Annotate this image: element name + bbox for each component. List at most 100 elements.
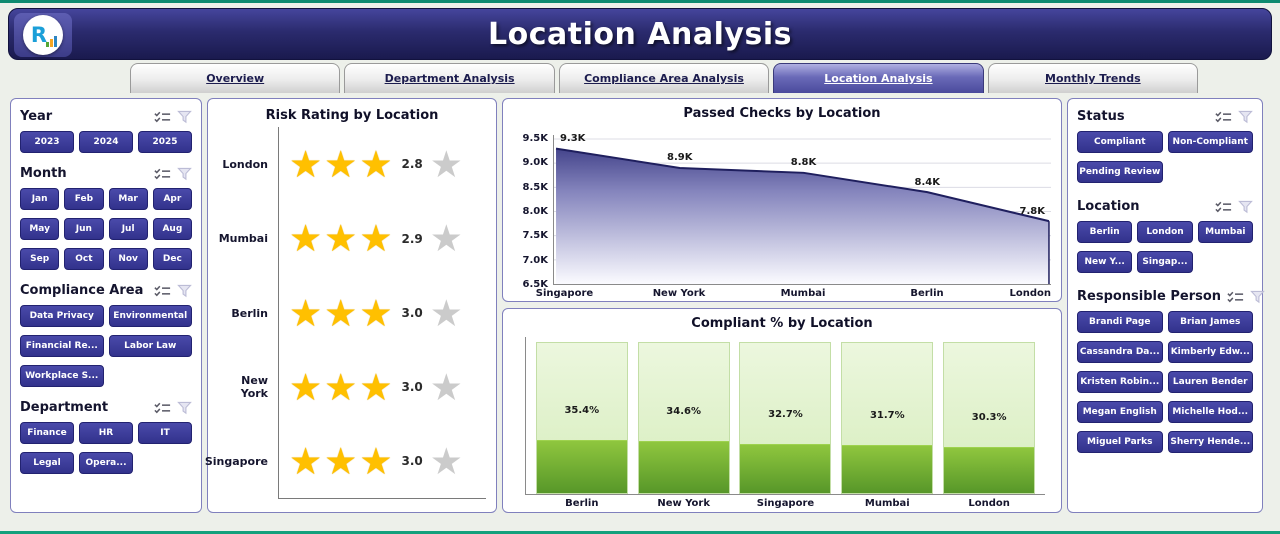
y-axis-labels: 9.5K 9.0K 8.5K 8.0K 7.5K 7.0K 6.5K (513, 133, 553, 290)
filter-button-jul[interactable]: Jul (108, 218, 148, 240)
tab-location-analysis[interactable]: Location Analysis (773, 63, 984, 93)
filter-button-it[interactable]: IT (138, 422, 192, 444)
filter-button-financial-re[interactable]: Financial Re... (20, 335, 104, 357)
filter-button-mumbai[interactable]: Mumbai (1197, 221, 1253, 243)
filter-button-oct[interactable]: Oct (64, 248, 104, 270)
star-icons-filled: ★★★ (289, 142, 395, 186)
filter-button-nov[interactable]: Nov (108, 248, 148, 270)
clear-filter-funnel-icon[interactable] (177, 167, 192, 181)
bar-fill (740, 443, 831, 493)
filter-buttons: Berlin London Mumbai New Y... Singap... (1077, 221, 1253, 273)
filter-button-singap[interactable]: Singap... (1137, 251, 1193, 273)
filter-button-cassandra-da[interactable]: Cassandra Da... (1077, 341, 1163, 363)
filter-button-environmental[interactable]: Environmental (108, 305, 192, 327)
bar-track: 30.3% (943, 341, 1036, 494)
filter-button-apr[interactable]: Apr (152, 188, 192, 210)
tab-label: Location Analysis (824, 72, 933, 85)
tab-department-analysis[interactable]: Department Analysis (344, 63, 555, 93)
filter-button-sep[interactable]: Sep (20, 248, 60, 270)
clear-filter-funnel-icon[interactable] (1238, 200, 1253, 214)
filter-group-department: Department Finance HR IT Legal Opera... (20, 400, 192, 474)
rating-row: Singapore ★★★ 3.0 ★ (205, 424, 486, 500)
rating-value: 2.8 (401, 157, 423, 172)
filter-button-pending-review[interactable]: Pending Review (1077, 161, 1163, 183)
filter-button-legal[interactable]: Legal (20, 452, 74, 474)
filter-button-data-privacy[interactable]: Data Privacy (20, 305, 104, 327)
filter-group-status: Status Compliant Non-Compliant Pending Revi… (1077, 109, 1253, 183)
star-icons-filled: ★★★ (289, 365, 395, 409)
bar-fill (944, 447, 1035, 493)
rating-row: London ★★★ 2.8 ★ (218, 127, 486, 202)
multi-select-icon[interactable] (153, 401, 172, 415)
clear-filter-funnel-icon[interactable] (1250, 290, 1265, 304)
filter-button-brandi-page[interactable]: Brandi Page (1077, 311, 1163, 333)
filter-button-opera[interactable]: Opera... (79, 452, 133, 474)
filter-button-compliant[interactable]: Compliant (1077, 131, 1163, 153)
rating-stars: ★★★ 2.9 ★ (278, 201, 486, 276)
multi-select-icon[interactable] (153, 167, 172, 181)
star-icon-empty: ★ (429, 142, 465, 186)
filter-group-header: Compliance Area (20, 283, 192, 298)
multi-select-icon[interactable] (153, 284, 172, 298)
filter-button-workplace-s[interactable]: Workplace S... (20, 365, 104, 387)
y-tick-label: 8.0K (522, 206, 548, 217)
clear-filter-funnel-icon[interactable] (177, 110, 192, 124)
passed-checks-title: Passed Checks by Location (683, 106, 881, 121)
tab-monthly-trends[interactable]: Monthly Trends (987, 63, 1199, 93)
multi-select-icon[interactable] (1214, 110, 1233, 124)
filter-button-may[interactable]: May (20, 218, 60, 240)
filter-button-berlin[interactable]: Berlin (1077, 221, 1133, 243)
filter-button-london[interactable]: London (1137, 221, 1193, 243)
rating-value: 3.0 (401, 380, 423, 395)
multi-select-icon[interactable] (1214, 200, 1233, 214)
filter-group-header: Month (20, 166, 192, 181)
filter-group-title: Compliance Area (20, 283, 144, 298)
filter-buttons: Data Privacy Environmental Financial Re...… (20, 305, 192, 387)
filter-button-2025[interactable]: 2025 (138, 131, 192, 153)
risk-rating-title: Risk Rating by Location (265, 108, 439, 123)
filter-button-brian-james[interactable]: Brian James (1167, 311, 1253, 333)
x-category-label: Mumbai (780, 288, 826, 299)
filter-button-non-compliant[interactable]: Non-Compliant (1167, 131, 1253, 153)
multi-select-icon[interactable] (153, 110, 172, 124)
filter-button-jan[interactable]: Jan (20, 188, 60, 210)
bar-value-label: 31.7% (869, 410, 905, 422)
multi-select-icon[interactable] (1226, 290, 1245, 304)
rating-value: 3.0 (401, 454, 423, 469)
filter-button-hr[interactable]: HR (79, 422, 133, 444)
filter-button-sherry-hende[interactable]: Sherry Hende... (1167, 431, 1253, 453)
tab-overview[interactable]: Overview (130, 63, 341, 93)
filter-group-title: Location (1077, 199, 1140, 214)
filter-buttons: Finance HR IT Legal Opera... (20, 422, 192, 474)
filter-button-lauren-bender[interactable]: Lauren Bender (1167, 371, 1253, 393)
filter-button-megan-english[interactable]: Megan English (1077, 401, 1163, 423)
filter-group-header: Department (20, 400, 192, 415)
bar-category-label: New York (657, 498, 710, 509)
filter-button-2024[interactable]: 2024 (79, 131, 133, 153)
clear-filter-funnel-icon[interactable] (177, 284, 192, 298)
bar-track: 31.7% (841, 341, 934, 494)
filter-button-feb[interactable]: Feb (64, 188, 104, 210)
filter-button-jun[interactable]: Jun (64, 218, 104, 240)
filter-button-finance[interactable]: Finance (20, 422, 74, 444)
rating-value: 3.0 (401, 306, 423, 321)
rating-stars: ★★★ 3.0 ★ (278, 424, 486, 500)
filter-button-kristen-robin[interactable]: Kristen Robin... (1077, 371, 1163, 393)
filter-button-aug[interactable]: Aug (152, 218, 192, 240)
filter-button-new-y[interactable]: New Y... (1077, 251, 1133, 273)
star-icons-filled: ★★★ (289, 439, 395, 483)
clear-filter-funnel-icon[interactable] (177, 401, 192, 415)
clear-filter-funnel-icon[interactable] (1238, 110, 1253, 124)
filter-button-kimberly-edw[interactable]: Kimberly Edw... (1167, 341, 1253, 363)
filter-button-mar[interactable]: Mar (108, 188, 148, 210)
bar-fill (638, 441, 729, 493)
filter-button-2023[interactable]: 2023 (20, 131, 74, 153)
filter-group-compliance-area: Compliance Area Data Privacy Environmental… (20, 283, 192, 387)
filter-button-labor-law[interactable]: Labor Law (108, 335, 192, 357)
star-icon-empty: ★ (429, 291, 465, 335)
filter-button-dec[interactable]: Dec (152, 248, 192, 270)
filter-button-michelle-hod[interactable]: Michelle Hod... (1167, 401, 1253, 423)
tab-compliance-area-analysis[interactable]: Compliance Area Analysis (558, 63, 770, 93)
filter-button-miguel-parks[interactable]: Miguel Parks (1077, 431, 1163, 453)
